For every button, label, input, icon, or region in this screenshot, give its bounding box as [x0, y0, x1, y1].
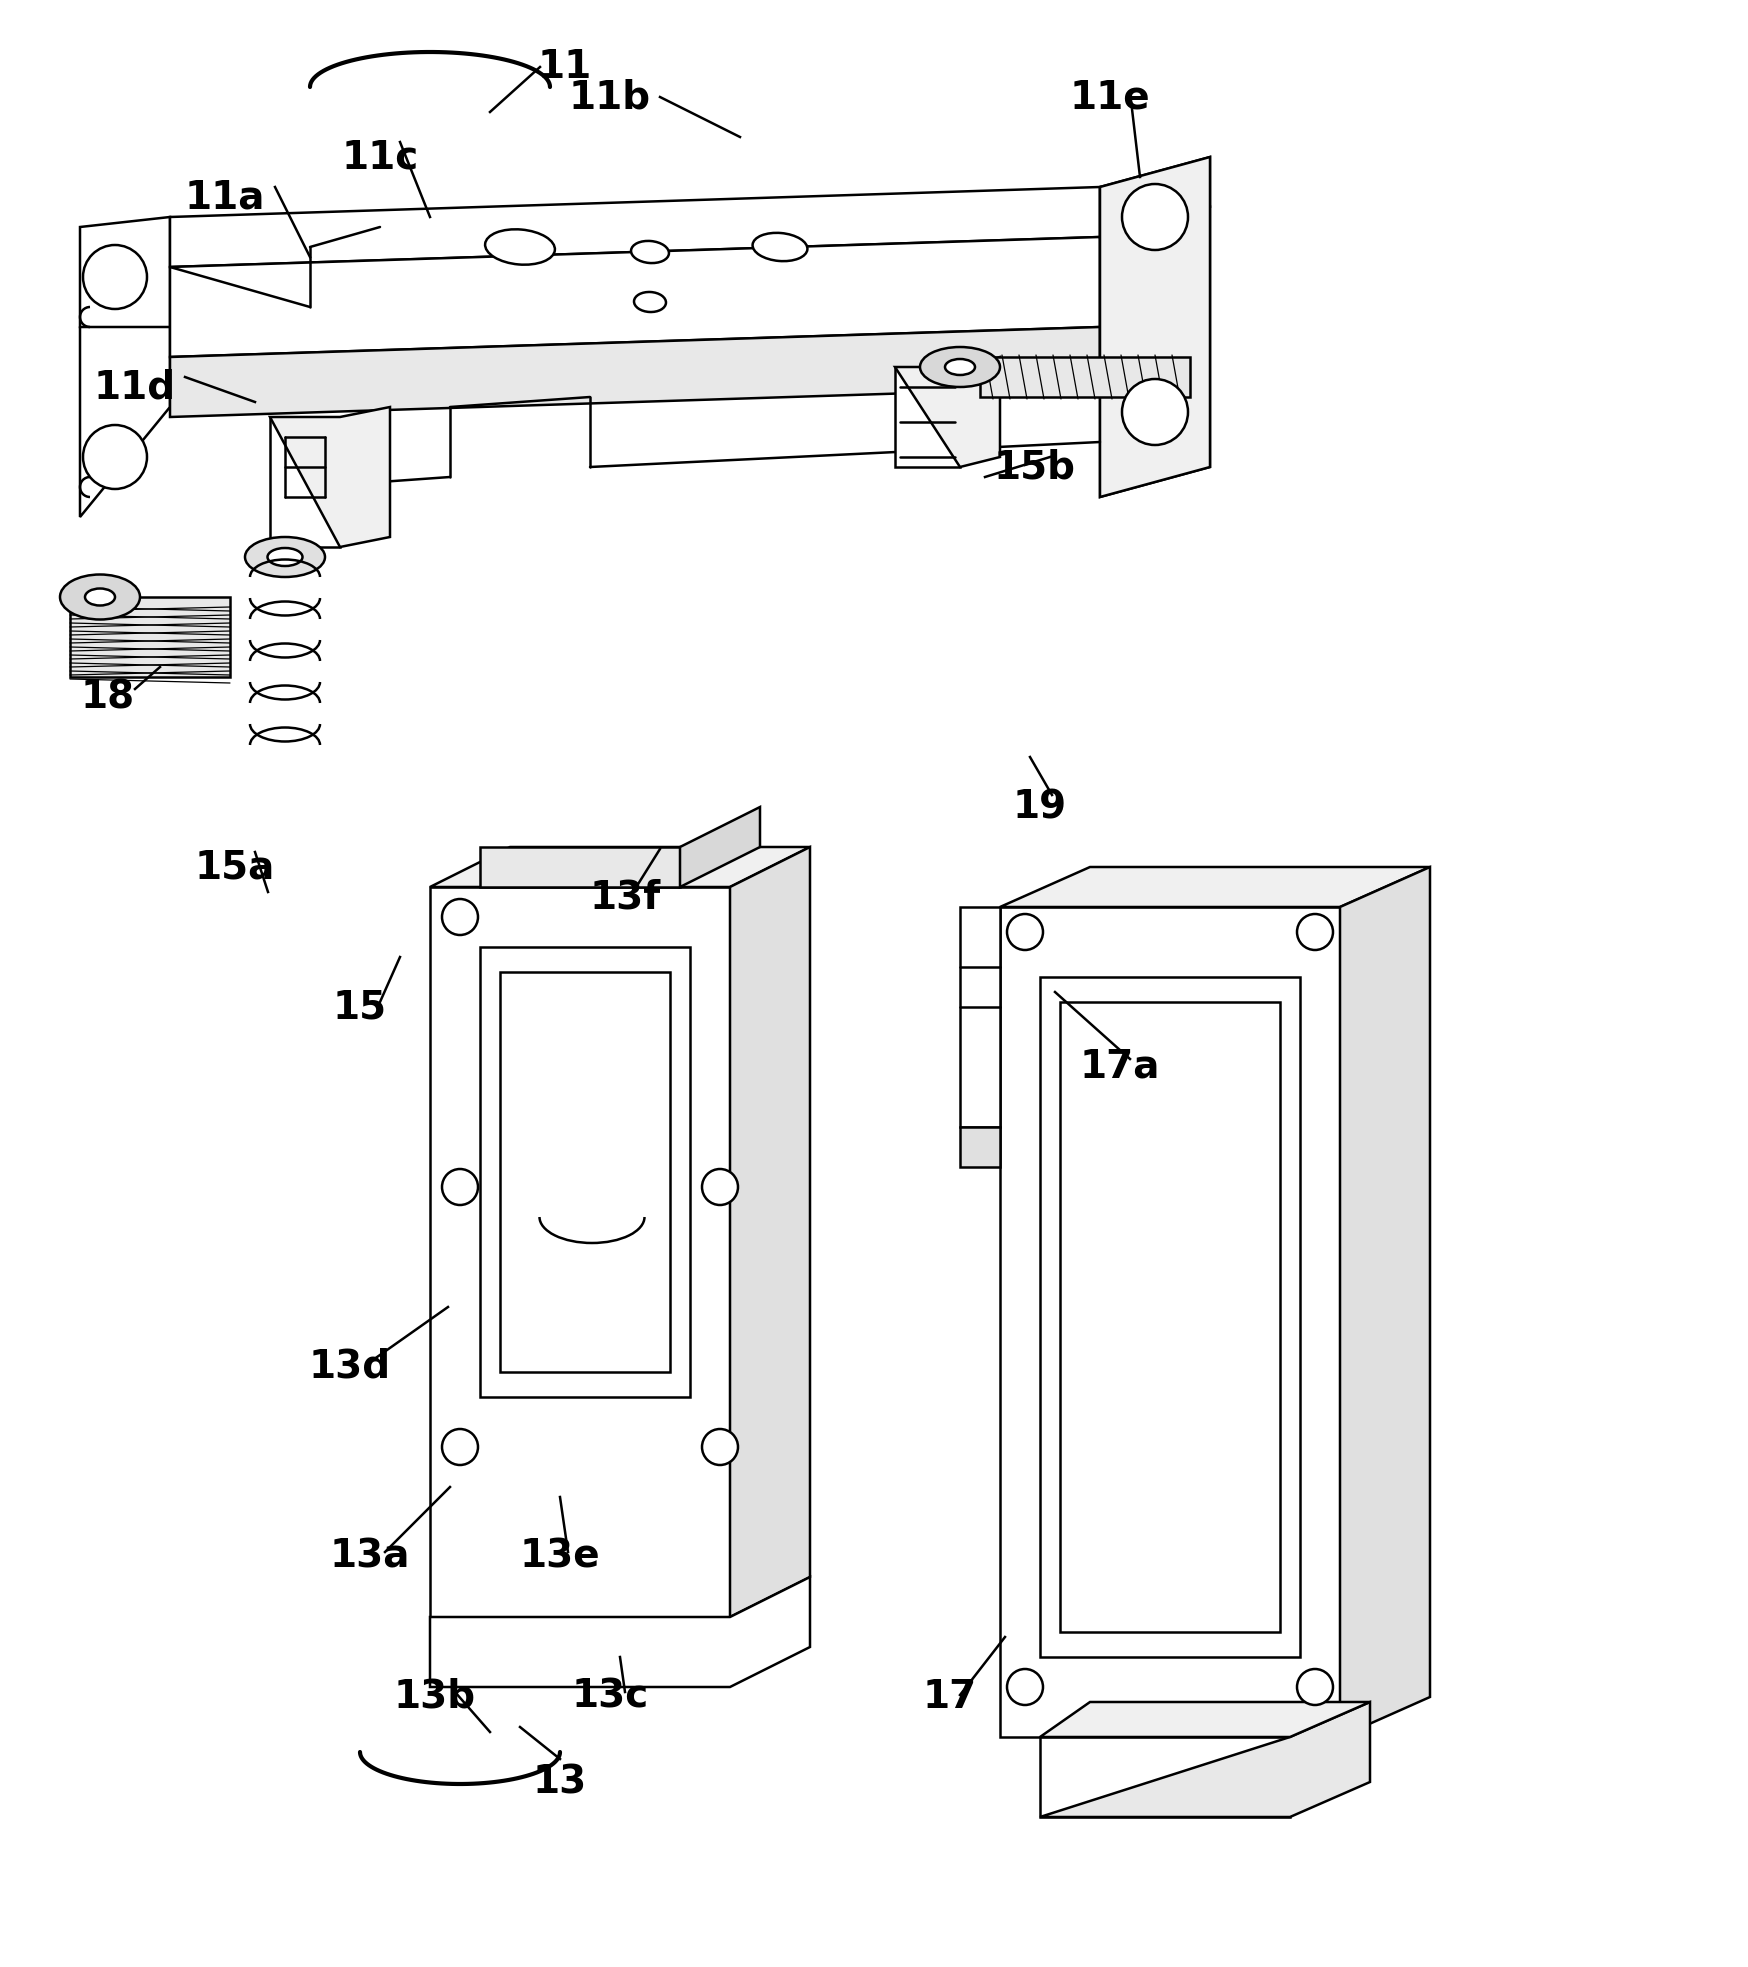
Circle shape	[1297, 1670, 1332, 1705]
Text: 11d: 11d	[94, 368, 177, 405]
Polygon shape	[1040, 978, 1299, 1656]
Polygon shape	[269, 407, 390, 547]
Polygon shape	[960, 1127, 1000, 1166]
Polygon shape	[979, 356, 1189, 397]
Polygon shape	[170, 187, 1099, 268]
Polygon shape	[80, 216, 170, 517]
Text: 13d: 13d	[309, 1347, 392, 1387]
Circle shape	[701, 1168, 738, 1206]
Polygon shape	[895, 356, 1000, 466]
Polygon shape	[1040, 1701, 1369, 1818]
Text: 11: 11	[538, 47, 593, 87]
Circle shape	[1122, 380, 1187, 445]
Text: 11c: 11c	[341, 138, 418, 175]
Text: 17: 17	[923, 1678, 977, 1715]
Polygon shape	[895, 368, 960, 466]
Polygon shape	[1099, 157, 1210, 498]
Polygon shape	[70, 598, 231, 677]
Text: 11e: 11e	[1070, 79, 1150, 116]
Polygon shape	[500, 972, 669, 1373]
Text: 11b: 11b	[568, 79, 650, 116]
Ellipse shape	[631, 240, 668, 264]
Ellipse shape	[635, 291, 666, 313]
Ellipse shape	[86, 588, 115, 606]
Circle shape	[82, 246, 147, 309]
Ellipse shape	[267, 549, 302, 566]
Circle shape	[442, 1428, 477, 1465]
Polygon shape	[80, 216, 170, 327]
Polygon shape	[170, 327, 1099, 417]
Text: 13: 13	[533, 1762, 587, 1802]
Polygon shape	[430, 1578, 809, 1688]
Text: 15: 15	[332, 987, 386, 1027]
Text: 19: 19	[1012, 789, 1066, 826]
Polygon shape	[729, 848, 809, 1617]
Polygon shape	[680, 806, 760, 887]
Text: 11a: 11a	[185, 177, 266, 216]
Polygon shape	[269, 417, 339, 547]
Ellipse shape	[245, 537, 325, 576]
Polygon shape	[960, 907, 1000, 1127]
Circle shape	[1297, 915, 1332, 950]
Text: 13b: 13b	[393, 1678, 475, 1715]
Circle shape	[701, 1428, 738, 1465]
Polygon shape	[1339, 867, 1430, 1737]
Polygon shape	[1040, 1737, 1290, 1818]
Text: 13e: 13e	[519, 1538, 600, 1576]
Polygon shape	[170, 216, 220, 327]
Text: 13a: 13a	[330, 1538, 411, 1576]
Ellipse shape	[484, 230, 554, 266]
Polygon shape	[479, 848, 680, 887]
Polygon shape	[479, 946, 690, 1397]
Text: 13c: 13c	[572, 1678, 649, 1715]
Circle shape	[1122, 185, 1187, 250]
Text: 18: 18	[80, 679, 135, 716]
Polygon shape	[1000, 907, 1339, 1737]
Circle shape	[1007, 915, 1042, 950]
Polygon shape	[430, 887, 729, 1617]
Polygon shape	[1000, 867, 1430, 907]
Polygon shape	[170, 236, 1099, 356]
Ellipse shape	[752, 232, 808, 262]
Circle shape	[442, 1168, 477, 1206]
Polygon shape	[1059, 1001, 1280, 1633]
Text: 13f: 13f	[589, 877, 661, 917]
Polygon shape	[430, 848, 809, 887]
Text: 15a: 15a	[194, 848, 274, 885]
Ellipse shape	[944, 360, 974, 376]
Circle shape	[82, 425, 147, 490]
Ellipse shape	[919, 346, 1000, 387]
Circle shape	[1007, 1670, 1042, 1705]
Polygon shape	[1099, 207, 1210, 498]
Circle shape	[442, 899, 477, 934]
Ellipse shape	[59, 574, 140, 620]
Text: 15b: 15b	[993, 448, 1075, 486]
Polygon shape	[1040, 1701, 1369, 1737]
Text: 17a: 17a	[1079, 1048, 1159, 1086]
Polygon shape	[1099, 157, 1210, 236]
